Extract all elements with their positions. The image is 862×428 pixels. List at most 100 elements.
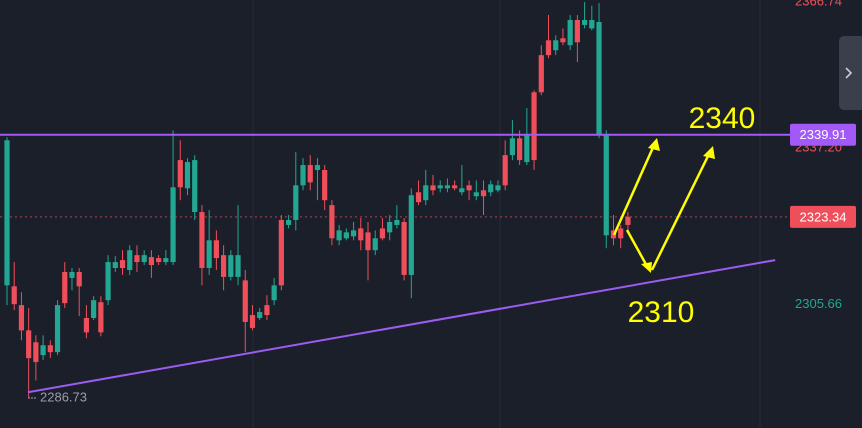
candle-body — [285, 219, 292, 225]
candle-body — [91, 300, 97, 319]
arrows — [612, 138, 715, 273]
candle-body — [372, 238, 378, 251]
candle-body — [343, 232, 349, 239]
candle-body — [596, 21, 602, 136]
annotation: 2310 — [628, 296, 695, 329]
candle-body — [394, 219, 400, 225]
candle-body — [480, 190, 487, 197]
axis-label: 2305.66 — [795, 296, 842, 311]
dot — [34, 397, 36, 399]
candle-body — [105, 262, 111, 301]
level-label: 2339.91 — [800, 127, 847, 142]
candle-body — [365, 232, 371, 251]
candle-body — [206, 240, 212, 269]
candle-body — [618, 228, 624, 239]
candle-body — [574, 19, 580, 43]
candle-body — [473, 192, 479, 197]
candle-body — [213, 240, 219, 259]
candle-body — [329, 205, 335, 239]
candle-body — [358, 228, 364, 241]
candle-body — [314, 165, 321, 170]
arrow — [612, 142, 657, 236]
candle-body — [509, 138, 515, 156]
level-label-box — [790, 123, 856, 146]
candle-body — [148, 257, 154, 266]
candle-body — [336, 230, 342, 241]
plot — [0, 1, 790, 399]
candle-body — [415, 192, 422, 203]
candle-body — [423, 185, 429, 201]
candle-body — [567, 19, 573, 46]
candle-body — [26, 330, 32, 359]
trend-line — [27, 259, 776, 394]
arrow-head — [641, 262, 652, 273]
candle-body — [76, 271, 82, 287]
arrow-head — [648, 138, 660, 151]
candle-body — [228, 255, 234, 277]
candle-body — [459, 188, 465, 193]
candle-body — [134, 255, 140, 263]
candle-body — [33, 342, 39, 363]
candle-body — [408, 195, 414, 275]
candle-body — [300, 165, 306, 186]
candle-body — [401, 221, 407, 275]
low-label: 2286.73 — [40, 389, 87, 404]
candle-body — [156, 258, 162, 263]
candle-body — [62, 271, 68, 304]
annotation: 2340 — [689, 102, 756, 135]
candle-body — [531, 92, 537, 161]
candle-body — [603, 135, 609, 236]
candle-body — [264, 305, 270, 316]
arrow — [625, 229, 650, 269]
candle-body — [119, 260, 126, 269]
candle-body — [11, 286, 17, 305]
candle-body — [271, 285, 277, 301]
candle-body — [184, 162, 191, 189]
candle-body — [249, 315, 256, 328]
candle-body — [83, 318, 90, 333]
axis-label: 2366.74 — [795, 0, 842, 8]
candle-body — [437, 185, 443, 189]
collapse-button[interactable] — [839, 36, 862, 110]
candle-body — [524, 135, 530, 163]
candle-body — [517, 138, 523, 161]
candle-body — [127, 250, 133, 270]
candle-body — [430, 185, 436, 191]
candle-body — [444, 185, 451, 189]
low-marker — [28, 397, 36, 399]
candle-body — [199, 212, 205, 269]
candle-body — [589, 19, 595, 29]
dot — [31, 397, 33, 399]
candle-body — [54, 305, 61, 353]
candle-body — [177, 160, 183, 188]
candle-body — [170, 187, 176, 263]
candle-body — [18, 305, 25, 331]
arrow — [650, 151, 712, 271]
candle-body — [4, 140, 10, 286]
candle-body — [350, 230, 357, 237]
candle-body — [98, 302, 104, 333]
candle-body — [452, 185, 458, 189]
candle-body — [47, 345, 53, 353]
candle-body — [307, 165, 313, 183]
candle-body — [278, 219, 284, 286]
candle-body — [625, 216, 631, 225]
candle-body — [163, 258, 169, 263]
candle-body — [112, 262, 118, 269]
candle-body — [40, 345, 46, 356]
last-price-box — [790, 205, 856, 228]
candle-body — [242, 280, 248, 322]
candle-body — [257, 312, 263, 319]
candle-body — [192, 160, 198, 213]
dot — [28, 397, 30, 399]
candle-body — [495, 185, 501, 191]
candle-body — [141, 255, 147, 263]
candle-body — [502, 155, 508, 186]
last-price-label: 2323.34 — [800, 209, 847, 224]
arrow-head — [703, 146, 715, 159]
candle-body — [387, 221, 393, 233]
